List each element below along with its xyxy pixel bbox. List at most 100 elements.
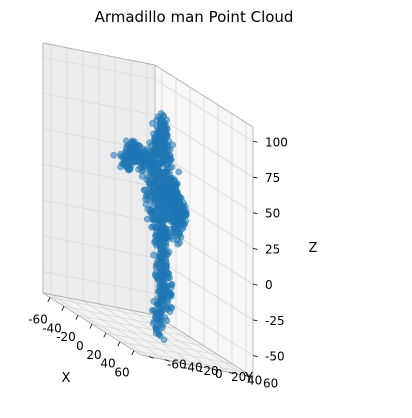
z-tick-mark — [252, 140, 258, 143]
grid-line — [82, 300, 182, 364]
z-tick-mark — [252, 283, 258, 286]
x-tick-label: -60 — [28, 312, 48, 326]
pane-edge — [42, 42, 156, 66]
data-point — [168, 281, 175, 288]
data-point — [174, 240, 182, 248]
data-point — [147, 209, 155, 217]
y-tick-mark — [228, 371, 234, 375]
data-point — [150, 251, 157, 259]
pane-edge — [154, 314, 254, 378]
data-point — [152, 273, 160, 280]
data-point — [153, 300, 161, 308]
grid-line — [42, 92, 156, 116]
grid-line — [42, 199, 156, 223]
x-tick-mark — [75, 314, 79, 320]
y-tick-label: -60 — [167, 358, 187, 372]
data-point — [152, 264, 160, 271]
z-tick-mark — [252, 212, 258, 215]
y-tick-label: 0 — [215, 367, 223, 381]
grid-line — [154, 114, 254, 178]
data-point — [153, 136, 160, 144]
point-cloud — [110, 110, 190, 344]
y-tick-label: 20 — [231, 370, 246, 384]
data-point — [151, 215, 159, 223]
grid-line — [42, 56, 156, 80]
x-tick-mark — [131, 350, 135, 356]
data-point — [163, 178, 170, 186]
x-tick-mark — [89, 323, 93, 329]
x-tick-label: -20 — [56, 330, 76, 344]
grid-line — [130, 309, 230, 373]
data-point — [110, 151, 118, 159]
z-tick-mark — [252, 355, 258, 357]
y-tick-mark — [212, 368, 218, 372]
data-point — [120, 159, 127, 167]
grid-line — [154, 78, 254, 142]
data-point — [154, 202, 162, 210]
data-point — [157, 260, 165, 267]
data-point — [124, 142, 132, 150]
y-tick-mark — [244, 375, 250, 378]
data-point — [175, 168, 183, 176]
x-axis-label: X — [62, 371, 71, 386]
data-point — [167, 290, 175, 298]
grid-line — [42, 271, 156, 294]
x-tick-label: 40 — [100, 357, 115, 371]
data-point — [159, 240, 166, 248]
z-tick-mark — [252, 319, 258, 322]
data-point — [178, 206, 186, 214]
z-tick-label: 100 — [265, 135, 288, 149]
data-point — [167, 156, 175, 164]
x-tick-label: -40 — [42, 321, 62, 335]
data-point — [158, 280, 166, 288]
data-point — [161, 127, 169, 135]
z-tick-label: 50 — [265, 207, 280, 221]
grid-lines — [42, 44, 254, 376]
data-point — [143, 176, 151, 183]
grid-line — [98, 303, 198, 367]
y-tick-mark — [148, 356, 154, 359]
x-tick-mark — [117, 341, 121, 347]
data-point — [157, 210, 165, 217]
data-point — [172, 200, 180, 208]
data-point — [143, 215, 151, 223]
data-point — [157, 116, 165, 124]
z-tick-label: 0 — [265, 278, 273, 292]
y-axis-label: Y — [244, 371, 253, 386]
grid-line — [154, 257, 254, 321]
data-point — [155, 330, 163, 338]
z-axis-label: Z — [309, 241, 318, 256]
y-tick-mark — [164, 359, 170, 362]
data-point — [159, 216, 166, 223]
data-point — [159, 226, 167, 234]
data-point — [147, 156, 154, 164]
x-tick-mark — [103, 332, 107, 338]
data-point — [152, 167, 159, 174]
data-point — [169, 206, 177, 214]
z-tick-mark — [252, 176, 258, 179]
data-point — [151, 183, 159, 190]
data-point — [135, 142, 143, 149]
x-tick-label: 20 — [86, 348, 101, 362]
grid-line — [66, 297, 166, 361]
pane-edge — [154, 64, 254, 128]
z-tick-mark — [252, 248, 258, 250]
y-tick-label: -20 — [199, 364, 219, 378]
data-point — [162, 190, 170, 198]
data-point — [148, 189, 156, 196]
data-point — [157, 315, 164, 323]
grid-line — [42, 164, 156, 187]
data-point — [161, 231, 169, 239]
data-point — [141, 162, 149, 170]
chart-title: Armadillo man Point Cloud — [95, 8, 294, 26]
data-point — [160, 336, 168, 344]
x-tick-mark — [61, 306, 65, 311]
y-tick-label: -40 — [183, 361, 203, 375]
data-point — [163, 205, 171, 213]
grid-line — [50, 294, 150, 357]
z-tick-label: 75 — [265, 171, 280, 185]
x-tick-label: 60 — [114, 366, 129, 380]
data-point — [179, 224, 187, 232]
data-point — [151, 239, 159, 246]
